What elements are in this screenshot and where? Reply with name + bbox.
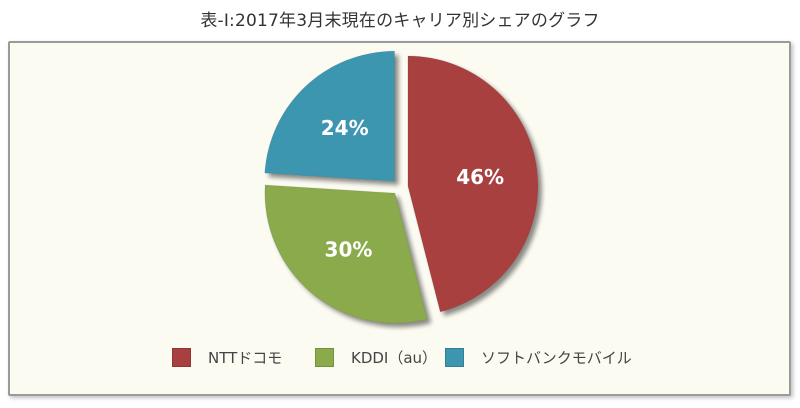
pie-slice-labels: 46% 30% 24% — [321, 116, 504, 261]
pie-label-softbank-mobile: 24% — [321, 116, 369, 140]
pie-slice-kddi-au[interactable] — [264, 184, 428, 324]
legend-item-ntt-docomo[interactable]: NTTドコモ — [172, 343, 282, 371]
pie-label-ntt-docomo: 46% — [456, 165, 504, 189]
legend-label-softbank-mobile: ソフトバンクモバイル — [481, 348, 632, 367]
pie-label-kddi-au: 30% — [325, 237, 373, 261]
legend-label-kddi-au: KDDI（au） — [351, 348, 438, 367]
legend-swatch-kddi-au — [315, 347, 334, 367]
legend-swatch-ntt-docomo — [172, 347, 191, 367]
legend-item-softbank-mobile[interactable]: ソフトバンクモバイル — [445, 343, 632, 371]
legend-swatch-softbank-mobile — [445, 347, 464, 367]
pie-slice-softbank-mobile[interactable] — [264, 50, 396, 182]
legend-item-kddi-au[interactable]: KDDI（au） — [315, 343, 437, 371]
legend: NTTドコモ KDDI（au） ソフトバンクモバイル — [0, 343, 800, 371]
pie-slices — [264, 50, 539, 324]
pie-slice-ntt-docomo[interactable] — [407, 55, 539, 313]
chart-title: 表-Ⅰ:2017年3月末現在のキャリア別シェアのグラフ — [200, 11, 600, 31]
legend-label-ntt-docomo: NTTドコモ — [208, 348, 283, 367]
